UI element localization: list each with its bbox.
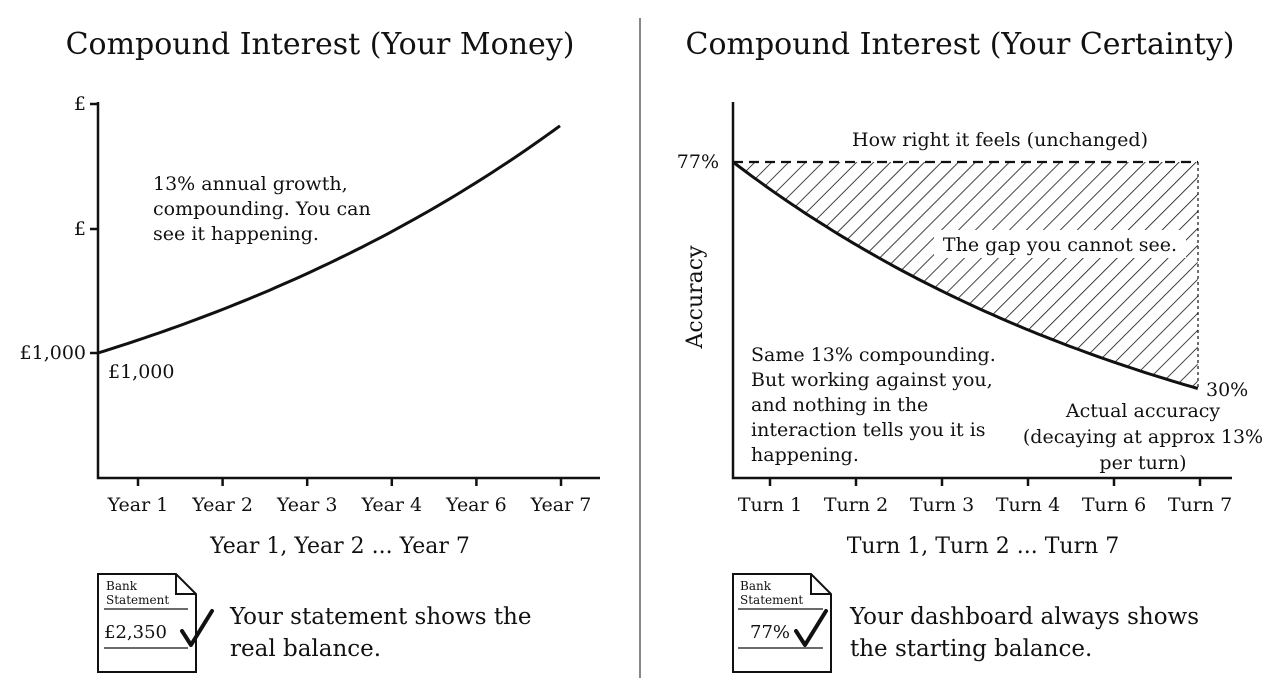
right-statement-document: Bank Statement 77% — [732, 573, 832, 673]
left-start-label: £1,000 — [108, 361, 174, 383]
left-footer-line: real balance. — [230, 636, 381, 662]
right-note-line: happening. — [751, 444, 859, 466]
x-tick-label: Year 1 — [107, 494, 169, 516]
left-y-tick-label: £ — [74, 93, 86, 115]
end-value-label: 30% — [1206, 379, 1248, 401]
right-note-line: and nothing in the — [751, 394, 928, 416]
left-footer-line: Your statement shows the — [229, 604, 531, 630]
right-y-axis-label: Accuracy — [683, 245, 708, 350]
actual-accuracy-curve — [732, 160, 1199, 390]
doc-title-line: Statement — [740, 593, 803, 607]
x-tick-label: Year 7 — [530, 494, 592, 516]
right-plot-area: The gap you cannot see. 77% Accuracy Tur… — [677, 102, 1263, 516]
right-footer-line: Your dashboard always shows — [849, 604, 1199, 630]
gap-label: The gap you cannot see. — [943, 234, 1177, 256]
x-tick-label: Year 6 — [445, 494, 507, 516]
left-y-tick-label: £1,000 — [20, 342, 86, 364]
right-axes — [731, 102, 1232, 480]
felt-accuracy-label: How right it feels (unchanged) — [852, 129, 1148, 151]
left-note-line: see it happening. — [153, 223, 319, 245]
doc-title-line: Bank — [740, 579, 772, 593]
right-chart-title: Compound Interest (Your Certainty) — [686, 27, 1235, 62]
left-annotation-note: 13% annual growth, compounding. You can … — [153, 173, 371, 245]
right-footer-line: the starting balance. — [850, 636, 1092, 662]
page-fold-icon — [810, 574, 831, 595]
right-note-line: interaction tells you it is — [751, 419, 986, 441]
checkmark-icon — [794, 609, 828, 647]
right-note-line: But working against you, — [751, 369, 993, 391]
x-tick-label: Turn 6 — [1082, 494, 1146, 516]
x-tick-label: Turn 1 — [738, 494, 802, 516]
hidden-gap-hatched-area — [733, 162, 1198, 389]
x-tick-label: Year 2 — [191, 494, 253, 516]
x-tick-label: Year 3 — [276, 494, 338, 516]
actual-label-line: (decaying at approx 13% — [1023, 426, 1263, 448]
left-panel: Compound Interest (Your Money) £ £ £1,00… — [20, 27, 600, 673]
right-note-line: Same 13% compounding. — [751, 344, 996, 366]
doc-title-line: Statement — [106, 593, 169, 607]
page-fold-icon — [175, 574, 196, 595]
money-growth-curve — [97, 124, 561, 355]
x-tick-label: Turn 4 — [996, 494, 1060, 516]
x-tick-label: Year 4 — [360, 494, 422, 516]
left-y-tick-label: £ — [74, 218, 86, 240]
left-chart-title: Compound Interest (Your Money) — [66, 27, 575, 62]
x-tick-label: Turn 2 — [824, 494, 888, 516]
left-note-line: compounding. You can — [153, 198, 371, 220]
actual-accuracy-annotation: Actual accuracy (decaying at approx 13% … — [1023, 400, 1263, 474]
right-x-axis-label: Turn 1, Turn 2 ... Turn 7 — [847, 534, 1120, 559]
left-axes — [96, 102, 600, 480]
doc-title-line: Bank — [106, 579, 138, 593]
gap-label-background — [934, 230, 1186, 258]
right-panel: Compound Interest (Your Certainty) The g… — [677, 27, 1263, 673]
right-x-ticks: Turn 1 Turn 2 Turn 3 Turn 4 Turn 6 Turn 7 — [738, 478, 1232, 516]
actual-label-line: per turn) — [1099, 452, 1186, 474]
left-x-ticks: Year 1 Year 2 Year 3 Year 4 Year 6 Year 7 — [107, 478, 592, 516]
left-x-axis-label: Year 1, Year 2 ... Year 7 — [209, 534, 470, 559]
right-annotation-note: Same 13% compounding. But working agains… — [751, 344, 996, 466]
left-plot-area: £ £ £1,000 Year 1 Year 2 Year 3 Year 4 Year … — [20, 93, 600, 516]
left-statement-document: Bank Statement £2,350 — [97, 573, 214, 673]
checkmark-icon — [180, 609, 214, 647]
actual-label-line: Actual accuracy — [1065, 400, 1221, 422]
doc-balance-value: 77% — [750, 622, 790, 643]
x-tick-label: Turn 7 — [1168, 494, 1232, 516]
right-y-tick-label: 77% — [677, 151, 719, 173]
left-note-line: 13% annual growth, — [153, 173, 348, 195]
x-tick-label: Turn 3 — [910, 494, 974, 516]
doc-balance-value: £2,350 — [104, 622, 167, 643]
